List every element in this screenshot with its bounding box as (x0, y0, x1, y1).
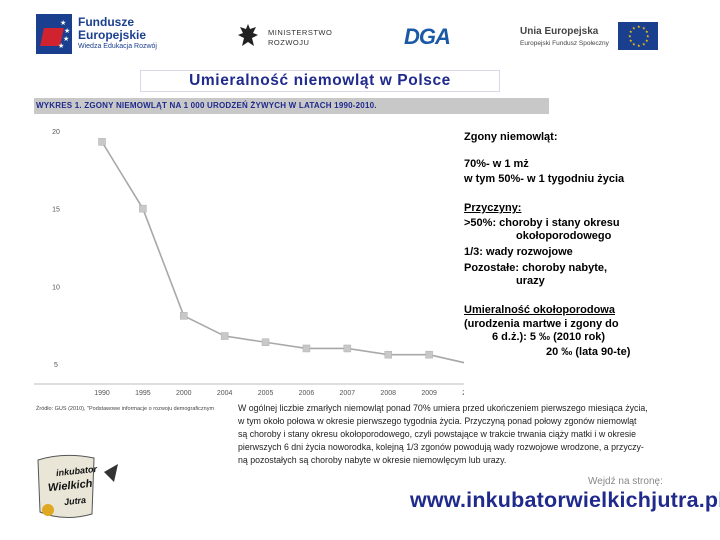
data-point (220, 332, 229, 340)
deaths-heading: Zgony niemowląt: (464, 131, 558, 143)
data-point (180, 312, 188, 320)
fe-tagline: Wiedza Edukacja Rozwój (78, 43, 157, 50)
perinatal-line2: 6 d.ż.): 5 ‰ (2010 rok) (492, 331, 606, 343)
paragraph-line: W ogólnej liczbie zmarłych niemowląt pon… (238, 403, 648, 413)
causes-line2: okołoporodowego (516, 230, 612, 242)
svg-text:★: ★ (645, 29, 649, 34)
ministry-line1: MINISTERSTWO (268, 28, 333, 37)
deaths-line2: w tym 50%- w 1 tygodniu życia (464, 173, 625, 185)
data-point (302, 344, 311, 353)
svg-text:★: ★ (637, 43, 641, 48)
website-link[interactable]: www.inkubatorwielkichjutra.pl (410, 488, 720, 512)
svg-text:★: ★ (646, 34, 650, 39)
eu-flag-icon: ★ ★★ ★★★ ★★★ ★★★ (618, 22, 658, 50)
causes-line1: >50%: choroby i stany okresu (464, 217, 620, 229)
eu-logo: Unia Europejska Europejski Fundusz Społe… (520, 20, 660, 54)
inkubator-emblem-icon (37, 454, 118, 518)
series-line (101, 141, 464, 364)
description-paragraph: W ogólnej liczbie zmarłych niemowląt pon… (238, 402, 714, 467)
x-tick-label: 1995 (135, 390, 151, 397)
data-point (343, 344, 352, 353)
inkubator-logo: inkubator Wielkich Jutra (34, 452, 126, 522)
svg-text:★: ★ (642, 42, 646, 47)
chart-title: WYKRES 1. ZGONY NIEMOWLĄT NA 1 000 URODZ… (36, 101, 377, 110)
perinatal-line1: (urodzenia martwe i zgony do (464, 318, 619, 330)
paragraph-line: w tym około połowa w okresie pierwszego … (238, 416, 637, 426)
fe-name-line1: Fundusze (78, 15, 134, 29)
causes-line5: urazy (516, 275, 545, 287)
ministry-line2: ROZWOJU (268, 38, 310, 47)
x-tick-label: 2008 (380, 390, 396, 397)
x-tick-label: 2004 (217, 390, 233, 397)
x-tick-label: 2006 (299, 390, 315, 397)
visit-site-label: Wejdź na stronę: (588, 476, 663, 487)
data-point (98, 138, 106, 146)
eu-line1: Unia Europejska (520, 26, 599, 37)
x-tick-label: 2007 (340, 390, 356, 397)
data-point (425, 350, 433, 359)
paragraph-line: ną pozostałych są choroby nabyte w okres… (238, 455, 507, 465)
infant-mortality-chart: 20 15 10 5 1990 1995 2000 2004 2005 2006 2007 2008… (34, 129, 464, 397)
eu-line2: Europejski Fundusz Społeczny (520, 40, 609, 47)
svg-text:★: ★ (628, 34, 632, 39)
x-tick-label: 2009 (421, 390, 437, 397)
svg-text:★: ★ (629, 38, 633, 43)
svg-text:★: ★ (637, 24, 641, 29)
chart-header-bar (34, 98, 549, 114)
x-tick-label: 2005 (258, 390, 274, 397)
x-tick-label: 1990 (94, 390, 110, 397)
data-point (139, 204, 147, 213)
data-point (384, 350, 392, 359)
y-tick-label: 10 (52, 284, 60, 291)
slide-title: Umieralność niemowląt w Polsce (140, 70, 500, 92)
svg-text:★: ★ (632, 42, 636, 47)
svg-text:★: ★ (632, 26, 636, 31)
eagle-icon (238, 24, 258, 46)
causes-line4: Pozostałe: choroby nabyte, (464, 262, 608, 274)
y-tick-label: 20 (52, 129, 60, 136)
x-tick-label: 2000 (176, 390, 192, 397)
ministry-logo: MINISTERSTWO ROZWOJU (236, 22, 336, 54)
deaths-line1: 70%- w 1 mż (464, 158, 529, 170)
fe-name-line2: Europejskie (78, 28, 147, 42)
causes-heading: Przyczyny: (464, 202, 522, 214)
paragraph-line: pierwszych 6 dni życia noworodka, kolejn… (238, 442, 644, 452)
perinatal-heading: Umieralność okołoporodowa (464, 304, 615, 316)
svg-text:★: ★ (629, 29, 633, 34)
data-point (261, 338, 270, 347)
y-tick-label: 5 (54, 362, 58, 369)
y-tick-label: 15 (52, 207, 60, 214)
paragraph-line: są choroby i stany okresu okołoporodoweg… (238, 429, 636, 439)
fundusze-europejskie-logo: ★ ★ ★ ★ Fundusze Europejskie Wiedza Eduk… (36, 12, 166, 56)
chart-source: Źródło: GUS (2010), "Podstawowe informac… (36, 406, 215, 412)
causes-line3: 1/3: wady rozwojowe (464, 246, 573, 258)
svg-text:★: ★ (642, 26, 646, 31)
svg-text:★: ★ (645, 38, 649, 43)
fe-flag-icon: ★ ★ ★ ★ (36, 14, 72, 54)
x-tick-label: 2010 (462, 390, 464, 397)
perinatal-line3: 20 ‰ (lata 90-te) (546, 346, 631, 358)
dga-logo: DGA (404, 24, 451, 49)
